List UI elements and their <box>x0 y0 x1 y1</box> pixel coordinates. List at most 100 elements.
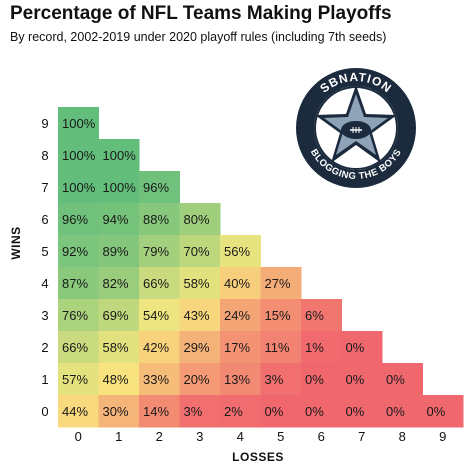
x-tick-label: 0 <box>75 429 82 444</box>
heatmap-cell <box>260 363 302 396</box>
heatmap-cell <box>139 299 180 332</box>
heatmap-cell <box>220 267 261 300</box>
heatmap-cell <box>58 139 99 172</box>
x-axis-label: LOSSES <box>232 450 284 464</box>
cell-value-label: 0% <box>427 404 446 419</box>
heatmap-cell <box>58 363 99 396</box>
cell-value-label: 13% <box>224 372 250 387</box>
cell-value-label: 56% <box>224 244 250 259</box>
cell-value-label: 0% <box>346 404 365 419</box>
cell-value-label: 80% <box>184 212 210 227</box>
cell-value-label: 66% <box>62 340 88 355</box>
heatmap-cell <box>301 395 342 428</box>
cell-value-label: 100% <box>103 180 137 195</box>
cell-value-label: 0% <box>346 372 365 387</box>
heatmap-cell <box>220 299 261 332</box>
cell-value-label: 0% <box>346 340 365 355</box>
y-tick-label: 5 <box>41 244 48 259</box>
heatmap-cell <box>98 363 140 396</box>
heatmap-cell <box>98 299 140 332</box>
y-tick-label: 3 <box>41 308 48 323</box>
y-tick-label: 0 <box>41 404 48 419</box>
cell-value-label: 15% <box>265 308 291 323</box>
cell-value-label: 87% <box>62 276 88 291</box>
heatmap-cell <box>98 139 140 172</box>
heatmap-cell <box>179 331 221 364</box>
heatmap-cell <box>179 299 221 332</box>
cell-value-label: 69% <box>103 308 129 323</box>
y-tick-label: 1 <box>41 372 48 387</box>
cell-value-label: 1% <box>305 340 324 355</box>
heatmap-cell <box>58 235 99 268</box>
cell-value-label: 2% <box>224 404 243 419</box>
cell-value-label: 58% <box>184 276 210 291</box>
heatmap-cell <box>220 363 261 396</box>
cell-value-label: 89% <box>103 244 129 259</box>
heatmap-cell <box>260 267 302 300</box>
cell-value-label: 20% <box>184 372 210 387</box>
heatmap-cell <box>301 363 342 396</box>
x-tick-label: 8 <box>399 429 406 444</box>
heatmap-cell <box>98 331 140 364</box>
cell-value-label: 0% <box>265 404 284 419</box>
cell-value-label: 43% <box>184 308 210 323</box>
heatmap-cell <box>139 203 180 236</box>
cell-value-label: 79% <box>143 244 169 259</box>
heatmap-cell <box>98 395 140 428</box>
heatmap-cell <box>220 395 261 428</box>
heatmap-cell <box>58 107 99 140</box>
heatmap-cell <box>179 235 221 268</box>
heatmap-cell <box>139 331 180 364</box>
cell-value-label: 30% <box>103 404 129 419</box>
heatmap-cell <box>260 395 302 428</box>
heatmap-cell <box>98 171 140 204</box>
cell-value-label: 100% <box>103 148 137 163</box>
heatmap-cell <box>58 171 99 204</box>
cell-value-label: 96% <box>62 212 88 227</box>
cell-value-label: 3% <box>184 404 203 419</box>
heatmap-cell <box>260 299 302 332</box>
cell-value-label: 70% <box>184 244 210 259</box>
heatmap-cells: 100% 100% 100% 100% 100% 96% 96% 94% 88% 80% 92% 89… <box>58 107 464 428</box>
heatmap-cell <box>139 171 180 204</box>
cell-value-label: 92% <box>62 244 88 259</box>
cell-value-label: 0% <box>386 372 405 387</box>
x-tick-label: 4 <box>237 429 244 444</box>
x-tick-label: 1 <box>115 429 122 444</box>
heatmap-cell <box>220 331 261 364</box>
cell-value-label: 42% <box>143 340 169 355</box>
y-tick-label: 6 <box>41 212 48 227</box>
heatmap-cell <box>301 299 342 332</box>
heatmap-cell <box>98 235 140 268</box>
heatmap-cell <box>179 363 221 396</box>
heatmap-cell <box>179 395 221 428</box>
sbnation-blogging-the-boys-logo: SBNATION BLOGGING THE BOYS <box>296 68 416 188</box>
y-axis-ticks: 0 1 2 3 4 5 6 7 8 9 <box>41 116 48 419</box>
cell-value-label: 40% <box>224 276 250 291</box>
heatmap-cell <box>139 395 180 428</box>
cell-value-label: 76% <box>62 308 88 323</box>
heatmap-cell <box>301 331 342 364</box>
cell-value-label: 94% <box>103 212 129 227</box>
x-tick-label: 6 <box>318 429 325 444</box>
heatmap-cell <box>341 363 383 396</box>
heatmap-cell <box>98 203 140 236</box>
cell-value-label: 14% <box>143 404 169 419</box>
cell-value-label: 0% <box>305 372 324 387</box>
cell-value-label: 11% <box>265 340 290 355</box>
cell-value-label: 66% <box>143 276 169 291</box>
heatmap-cell <box>98 267 140 300</box>
heatmap-cell <box>382 363 423 396</box>
cell-value-label: 0% <box>305 404 324 419</box>
cell-value-label: 54% <box>143 308 169 323</box>
y-tick-label: 8 <box>41 148 48 163</box>
heatmap-cell <box>422 395 464 428</box>
cell-value-label: 44% <box>62 404 88 419</box>
heatmap-cell <box>139 267 180 300</box>
heatmap-cell <box>382 395 423 428</box>
cell-value-label: 6% <box>305 308 324 323</box>
cell-value-label: 100% <box>62 180 96 195</box>
cell-value-label: 82% <box>103 276 129 291</box>
heatmap-cell <box>220 235 261 268</box>
